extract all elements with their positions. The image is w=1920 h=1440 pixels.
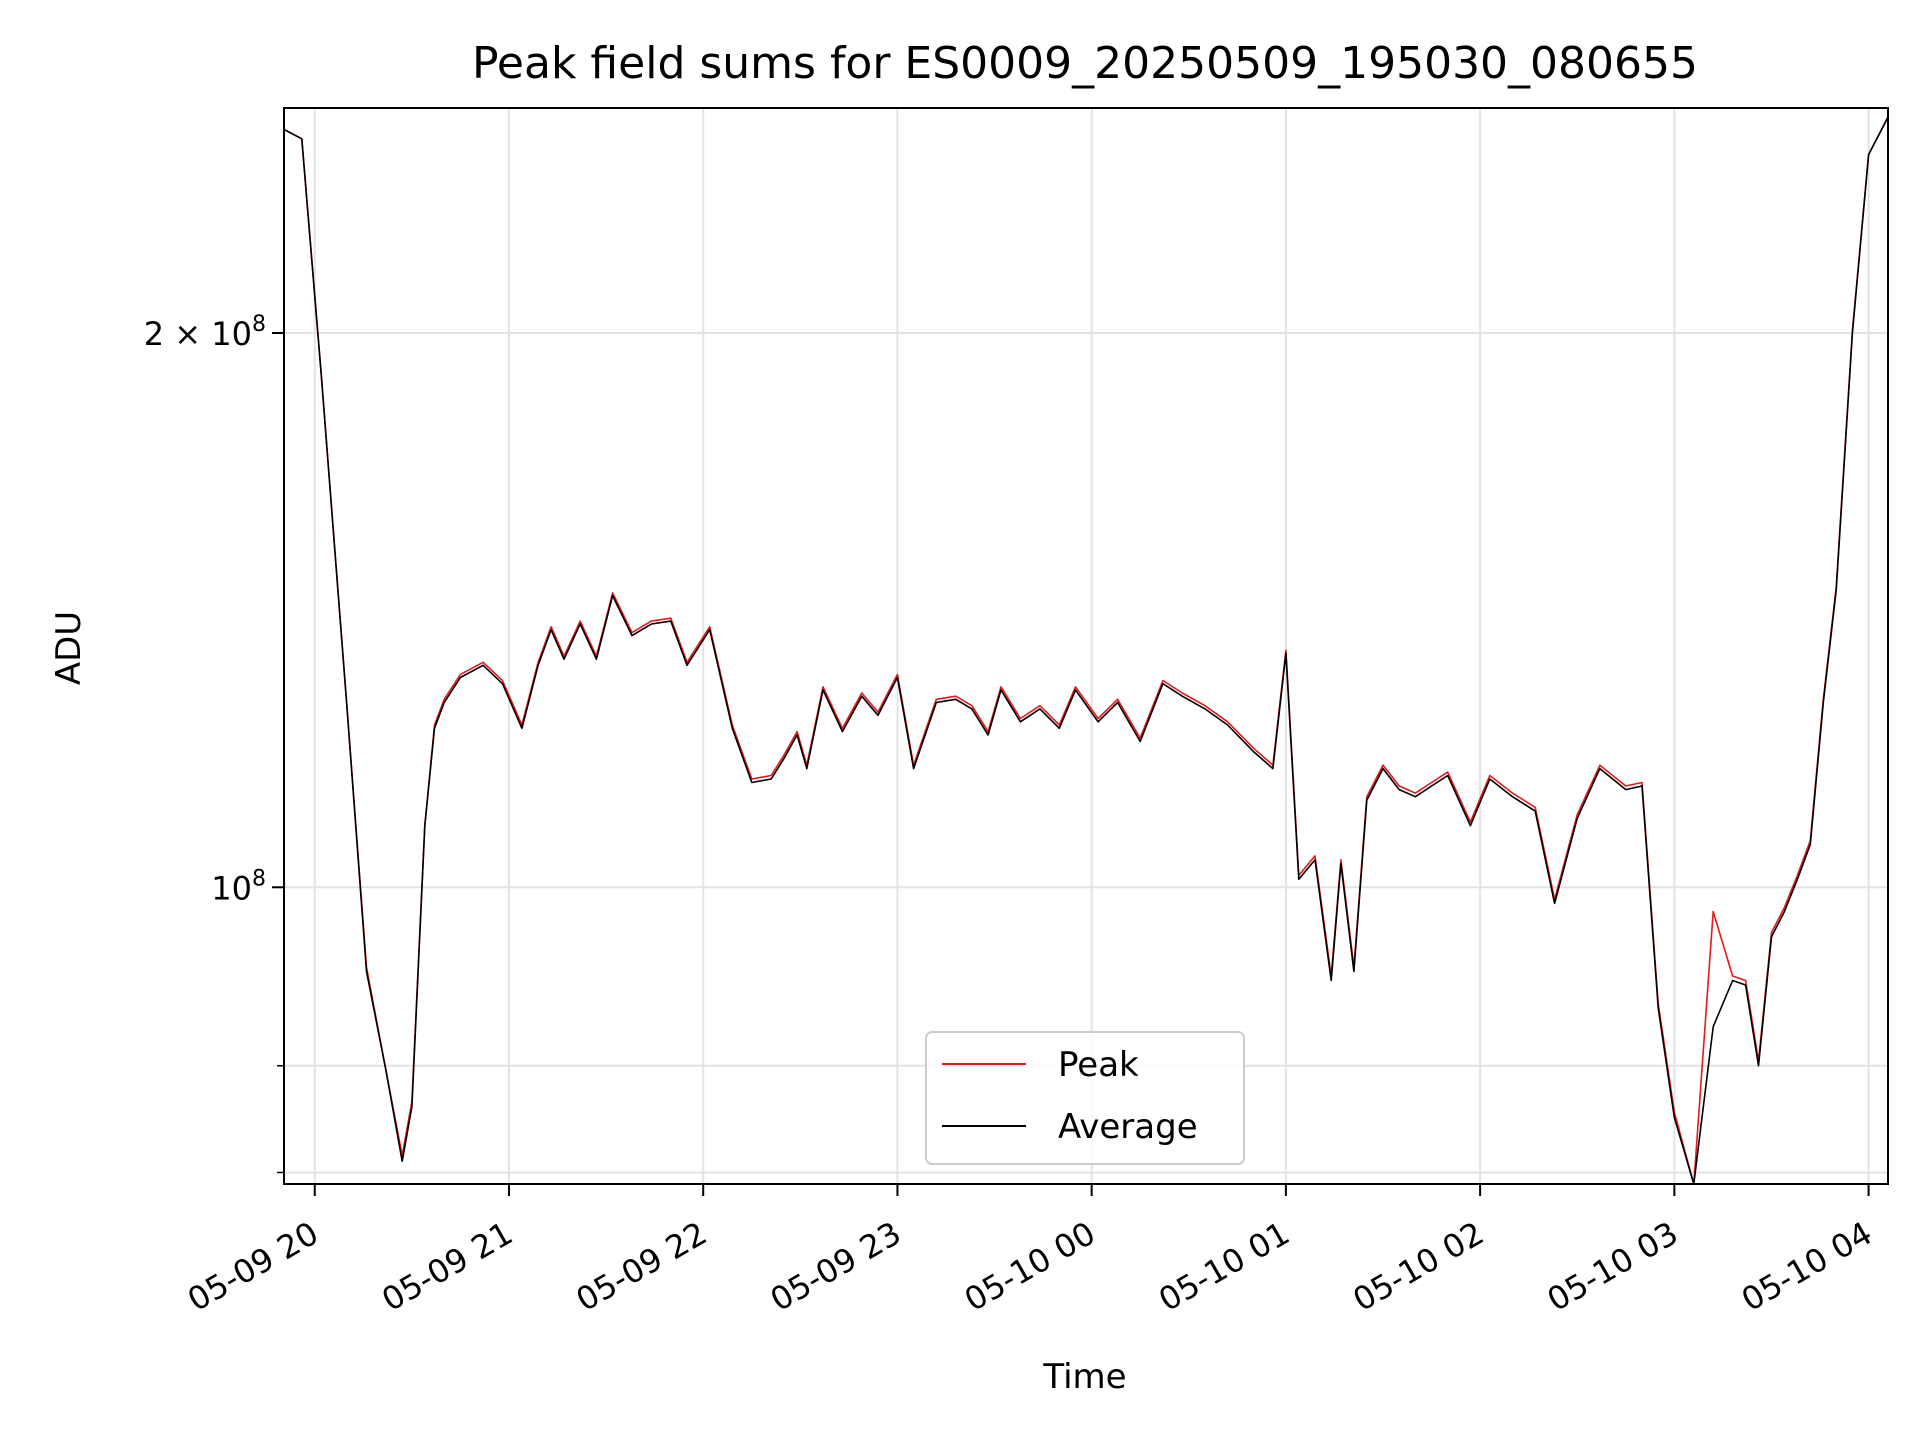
x-tick-label: 05-09 21	[375, 1214, 519, 1319]
x-tick-label: 05-09 23	[764, 1214, 908, 1319]
grid	[284, 108, 1888, 1184]
x-tick-label: 05-10 00	[958, 1214, 1102, 1319]
legend-label-peak: Peak	[1058, 1045, 1139, 1085]
y-tick-label: 2 × 108	[144, 312, 266, 353]
series-line-average	[283, 116, 1889, 1185]
x-tick-label: 05-10 04	[1735, 1214, 1879, 1319]
x-tick-label: 05-10 03	[1541, 1214, 1685, 1319]
y-axis-label: ADU	[49, 611, 89, 685]
plot-frame	[283, 107, 1889, 1185]
x-tick-label: 05-09 22	[570, 1214, 714, 1319]
axis-ticks: 05-09 20 05-09 21 05-09 22 05-09 23 05-10 00…	[144, 312, 1879, 1319]
chart-title: Peak field sums for ES0009_20250509_1950…	[472, 38, 1698, 89]
x-tick-label: 05-10 01	[1152, 1214, 1296, 1319]
series-layer	[283, 116, 1889, 1185]
legend: Peak Average	[925, 1031, 1245, 1165]
series-line-peak	[283, 116, 1889, 1185]
x-tick-label: 05-10 02	[1347, 1214, 1491, 1319]
legend-label-average: Average	[1058, 1107, 1198, 1147]
x-tick-label: 05-09 20	[181, 1214, 325, 1319]
y-tick-label: 108	[211, 866, 266, 907]
x-axis-label: Time	[1042, 1357, 1126, 1397]
